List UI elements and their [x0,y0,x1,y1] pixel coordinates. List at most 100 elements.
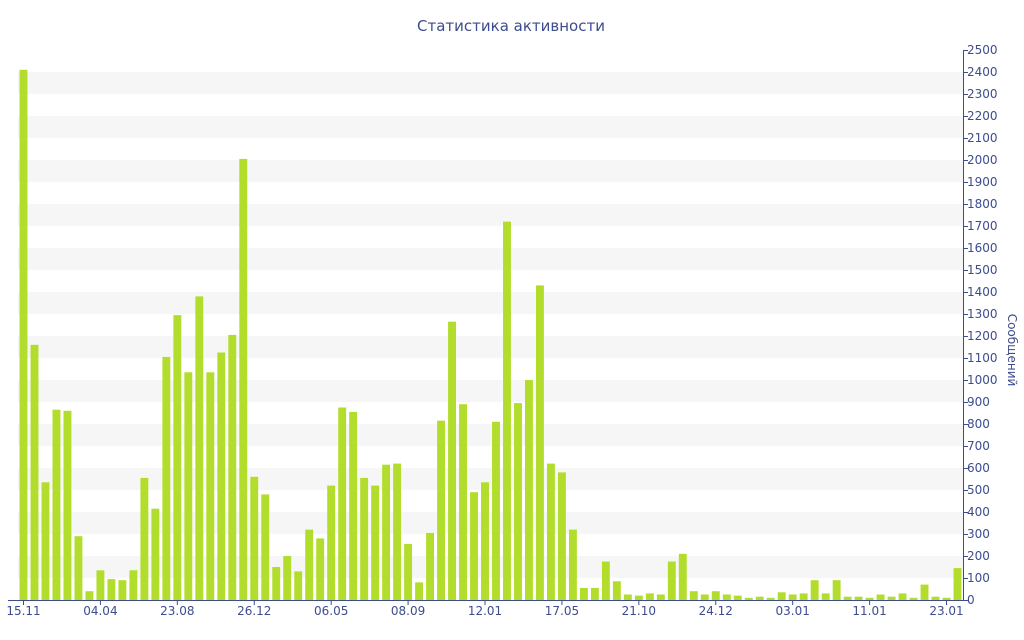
y-tick-label: 1600 [967,241,998,255]
bar [173,315,182,600]
bar [63,410,72,600]
bar [854,596,863,600]
bar [349,411,358,600]
bar [382,464,391,600]
bar [162,356,171,600]
x-tick-label: 23.08 [160,604,194,618]
bar [843,596,852,600]
y-tick-label: 800 [967,417,990,431]
bar [777,592,786,600]
bar [612,581,621,600]
x-tick-label: 12.01 [468,604,502,618]
y-tick-label: 100 [967,571,990,585]
y-tick-label: 300 [967,527,990,541]
bar [579,587,588,600]
bar [151,508,160,600]
bar [272,567,281,600]
x-tick-label: 23.01 [929,604,963,618]
y-tick-label: 2400 [967,65,998,79]
y-tick-label: 700 [967,439,990,453]
bar [195,296,204,600]
bar [667,561,676,600]
bar [931,596,940,600]
bar [305,529,314,600]
y-tick-label: 1100 [967,351,998,365]
x-tick-label: 26.12 [237,604,271,618]
bar [217,352,226,600]
bar [404,543,413,600]
x-axis-ticks: 15.11 04.04 23.08 26.12 06.05 08.09 12.01 17.05… [6,600,964,618]
bar [766,597,775,600]
bar [645,593,654,600]
bar [601,561,610,600]
y-tick-label: 1300 [967,307,998,321]
x-tick-label: 15.11 [6,604,40,618]
y-axis-title: Сообщений [1005,314,1019,387]
y-tick-label: 2500 [967,43,998,57]
bar [535,285,544,600]
y-axis-ticks: 0 100 200 300 400 500 600 700 800 900 1000 1100 1200… [963,43,998,607]
bar-series [19,69,962,601]
bar [832,580,841,600]
bar [283,556,292,600]
y-tick-label: 500 [967,483,990,497]
bar [788,594,797,600]
bar [590,587,599,600]
bar [898,593,907,600]
bar [722,594,731,600]
bar [920,584,929,600]
bar [459,404,467,600]
y-tick-label: 1800 [967,197,998,211]
grid-bands [18,72,963,578]
bar [689,591,698,600]
bar [360,477,369,600]
grid-band [18,380,963,402]
bar [909,597,918,600]
y-tick-label: 2100 [967,131,998,145]
bar [546,463,555,600]
x-tick-label: 11.01 [852,604,886,618]
x-tick-label: 03.01 [776,604,810,618]
x-tick-label: 24.12 [699,604,733,618]
bar [294,571,303,600]
bar [107,579,116,600]
bar [700,594,709,600]
bar [656,594,665,600]
x-tick-label: 04.04 [83,604,117,618]
bar [338,407,347,600]
bar [711,591,720,600]
bar [371,485,380,600]
bar [239,158,248,600]
y-tick-label: 400 [967,505,990,519]
bar [623,594,632,600]
chart-title: Статистика активности [417,17,605,35]
grid-band [18,424,963,446]
y-tick-label: 200 [967,549,990,563]
bar [470,492,478,600]
y-tick-label: 2000 [967,153,998,167]
bar [448,321,456,600]
bar [953,568,962,600]
bar [250,476,259,600]
grid-band [18,292,963,314]
bar [30,344,39,600]
x-tick-label: 08.09 [391,604,425,618]
grid-band [18,72,963,94]
bar [41,482,50,600]
y-tick-label: 1000 [967,373,998,387]
y-tick-label: 1500 [967,263,998,277]
bar [865,597,874,600]
bar [810,580,819,600]
bar [514,403,522,600]
bar [942,597,951,600]
y-tick-label: 1900 [967,175,998,189]
bar [481,482,489,600]
y-tick-label: 2200 [967,109,998,123]
bar [261,494,270,600]
x-tick-label: 06.05 [314,604,348,618]
y-tick-label: 900 [967,395,990,409]
bar [755,596,764,600]
bar [74,536,83,600]
bar [503,221,511,600]
